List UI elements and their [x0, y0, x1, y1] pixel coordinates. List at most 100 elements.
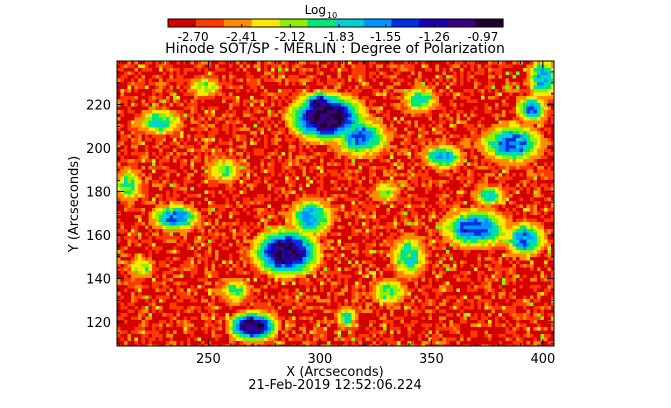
heatmap-cell — [120, 131, 125, 135]
heatmap-cell — [292, 155, 296, 160]
heatmap-cell — [292, 64, 296, 69]
heatmap-cell — [439, 138, 443, 142]
heatmap-cell — [414, 113, 419, 118]
heatmap-cell — [516, 89, 520, 93]
heatmap-cell — [376, 187, 380, 191]
heatmap-cell — [208, 68, 212, 72]
heatmap-cell — [428, 92, 433, 97]
heatmap-cell — [379, 82, 384, 86]
heatmap-cell — [404, 176, 408, 181]
heatmap-cell — [460, 166, 464, 170]
heatmap-cell — [425, 99, 429, 104]
heatmap-cell — [131, 103, 135, 107]
heatmap-cell — [421, 113, 426, 118]
heatmap-cell — [337, 120, 342, 125]
heatmap-cell — [488, 134, 492, 139]
heatmap-cell — [176, 162, 181, 167]
heatmap-cell — [222, 124, 226, 128]
heatmap-cell — [470, 117, 475, 121]
heatmap-cell — [505, 176, 510, 181]
heatmap-cell — [372, 148, 377, 153]
heatmap-cell — [533, 183, 538, 188]
heatmap-cell — [477, 131, 482, 135]
heatmap-cell — [278, 148, 282, 153]
heatmap-cell — [306, 145, 310, 149]
heatmap-cell — [145, 89, 149, 93]
heatmap-cell — [481, 71, 485, 76]
heatmap-cell — [176, 180, 181, 184]
heatmap-cell — [547, 61, 552, 65]
heatmap-cell — [281, 152, 286, 156]
heatmap-cell — [439, 85, 443, 90]
heatmap-cell — [407, 141, 412, 146]
heatmap-cell — [537, 89, 541, 93]
heatmap-cell — [218, 145, 223, 149]
heatmap-cell — [278, 110, 282, 114]
colorbar-cell — [260, 19, 264, 27]
heatmap-cell — [218, 82, 223, 86]
heatmap-cell — [215, 183, 219, 188]
heatmap-cell — [162, 113, 167, 118]
heatmap-cell — [306, 96, 310, 100]
heatmap-cell — [351, 162, 356, 167]
heatmap-cell — [281, 106, 286, 111]
heatmap-cell — [491, 68, 496, 72]
heatmap-cell — [194, 106, 198, 111]
heatmap-cell — [120, 120, 125, 125]
heatmap-cell — [432, 134, 436, 139]
heatmap-cell — [372, 166, 377, 170]
heatmap-cell — [194, 138, 198, 142]
heatmap-cell — [292, 134, 296, 139]
heatmap-cell — [544, 176, 548, 181]
heatmap-cell — [414, 120, 419, 125]
heatmap-cell — [127, 138, 132, 142]
heatmap-cell — [131, 82, 135, 86]
heatmap-cell — [334, 138, 338, 142]
heatmap-cell — [474, 117, 478, 121]
heatmap-cell — [253, 145, 258, 149]
heatmap-cell — [453, 117, 457, 121]
heatmap-cell — [348, 138, 352, 142]
heatmap-cell — [313, 99, 317, 104]
heatmap-cell — [334, 152, 338, 156]
colorbar-cell — [184, 19, 189, 27]
heatmap-cell — [481, 134, 485, 139]
heatmap-cell — [376, 180, 380, 184]
heatmap-cell — [428, 124, 433, 128]
heatmap-cell — [257, 89, 261, 93]
heatmap-cell — [292, 187, 296, 191]
heatmap-cell — [299, 61, 303, 65]
heatmap-cell — [449, 155, 454, 160]
heatmap-cell — [260, 173, 265, 177]
heatmap-cell — [344, 61, 349, 65]
heatmap-cell — [208, 92, 212, 97]
heatmap-cell — [393, 145, 398, 149]
heatmap-cell — [313, 134, 317, 139]
heatmap-cell — [267, 106, 272, 111]
heatmap-cell — [519, 190, 524, 195]
heatmap-cell — [264, 183, 268, 188]
heatmap-cell — [274, 96, 279, 100]
heatmap-cell — [239, 173, 244, 177]
heatmap-cell — [306, 99, 310, 104]
heatmap-cell — [323, 71, 328, 76]
heatmap-cell — [509, 159, 513, 163]
heatmap-cell — [267, 103, 272, 107]
heatmap-cell — [509, 75, 513, 79]
heatmap-cell — [418, 180, 422, 184]
heatmap-cell — [414, 145, 419, 149]
heatmap-cell — [390, 68, 394, 72]
heatmap-cell — [169, 92, 174, 97]
heatmap-cell — [208, 162, 212, 167]
heatmap-cell — [225, 180, 230, 184]
heatmap-cell — [155, 190, 160, 195]
heatmap-cell — [327, 166, 331, 170]
heatmap-cell — [145, 92, 149, 97]
heatmap-cell — [271, 113, 275, 118]
heatmap-cell — [194, 127, 198, 132]
heatmap-cell — [131, 78, 135, 83]
heatmap-cell — [432, 92, 436, 97]
heatmap-cell — [540, 155, 545, 160]
heatmap-cell — [334, 124, 338, 128]
heatmap-cell — [320, 159, 324, 163]
